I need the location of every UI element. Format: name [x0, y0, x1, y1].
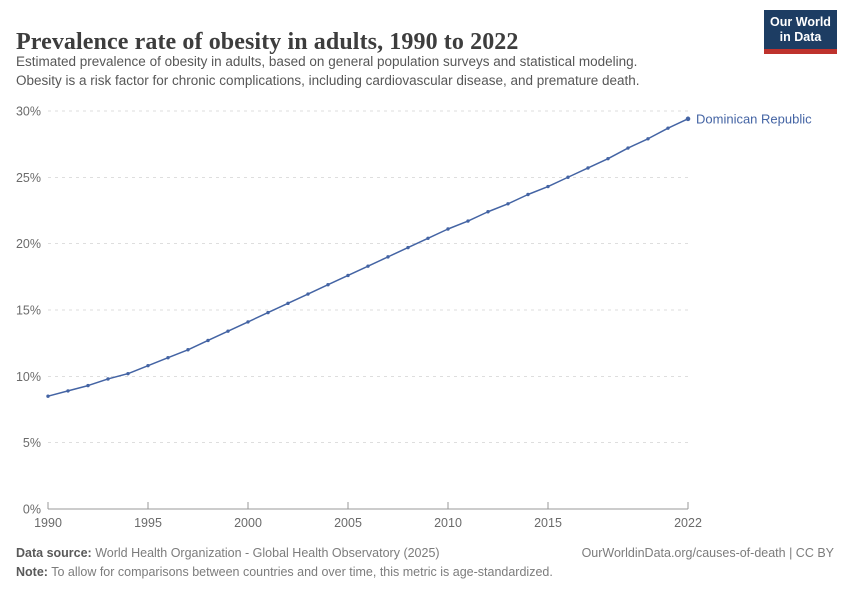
owid-logo-line1: Our World [770, 15, 831, 29]
data-point[interactable] [126, 371, 130, 376]
data-point[interactable] [366, 264, 370, 268]
data-point[interactable] [286, 301, 290, 306]
x-tick-label: 2000 [234, 516, 262, 530]
x-tick-label: 2005 [334, 516, 362, 530]
data-point[interactable] [486, 210, 490, 214]
data-point[interactable] [206, 338, 210, 343]
owid-credit-link[interactable]: OurWorldinData.org/causes-of-death | CC … [581, 546, 834, 560]
data-point[interactable] [266, 310, 270, 315]
data-source-label: Data source: [16, 546, 92, 560]
y-tick-label: 10% [16, 370, 41, 384]
data-point[interactable] [546, 184, 550, 189]
x-tick-label: 1995 [134, 516, 162, 530]
data-point[interactable] [626, 146, 630, 150]
chart-subtitle: Estimated prevalence of obesity in adult… [16, 52, 756, 90]
y-tick-label: 30% [16, 104, 41, 118]
data-point[interactable] [346, 273, 350, 278]
data-point[interactable] [646, 137, 650, 141]
y-tick-label: 0% [23, 503, 41, 517]
data-point[interactable] [146, 363, 150, 368]
data-point[interactable] [46, 394, 50, 398]
owid-logo-line2: in Data [779, 30, 822, 44]
page-title: Prevalence rate of obesity in adults, 19… [16, 29, 519, 56]
x-tick-label: 2015 [534, 516, 562, 530]
data-point[interactable] [186, 348, 190, 352]
data-point[interactable] [406, 245, 410, 250]
data-point[interactable] [386, 255, 390, 259]
data-point[interactable] [86, 383, 90, 388]
data-point[interactable] [226, 329, 230, 333]
data-point[interactable] [426, 236, 430, 240]
x-tick-label: 2022 [674, 516, 702, 530]
data-point[interactable] [586, 166, 590, 170]
entity-label[interactable]: Dominican Republic [696, 111, 812, 126]
data-point[interactable] [685, 116, 691, 122]
y-tick-label: 25% [16, 171, 41, 185]
data-source-line: Data source: World Health Organization -… [16, 546, 440, 560]
chart-footer: Data source: World Health Organization -… [16, 546, 834, 579]
y-tick-label: 15% [16, 303, 41, 317]
note-label: Note: [16, 565, 48, 579]
x-tick-label: 1990 [34, 516, 62, 530]
data-point[interactable] [106, 377, 110, 381]
data-point[interactable] [606, 156, 610, 161]
trend-line[interactable] [47, 118, 689, 397]
data-source-text: World Health Organization - Global Healt… [91, 546, 440, 560]
data-point[interactable] [566, 175, 570, 179]
y-tick-label: 20% [16, 237, 41, 251]
data-point[interactable] [446, 227, 450, 231]
x-tick-label: 2010 [434, 516, 462, 530]
note-text: To allow for comparisons between countri… [47, 565, 553, 579]
data-point[interactable] [326, 283, 330, 287]
data-point[interactable] [246, 320, 250, 324]
data-point[interactable] [66, 389, 70, 393]
subtitle-line-1: Estimated prevalence of obesity in adult… [16, 54, 638, 69]
note-line: Note: To allow for comparisons between c… [16, 565, 553, 579]
data-point[interactable] [666, 126, 670, 130]
data-point[interactable] [526, 192, 530, 197]
data-point[interactable] [306, 292, 310, 296]
data-point[interactable] [506, 202, 510, 206]
data-point[interactable] [466, 219, 470, 223]
owid-logo[interactable]: Our World in Data [764, 10, 837, 54]
data-point[interactable] [166, 356, 170, 360]
y-tick-label: 5% [23, 436, 41, 450]
subtitle-line-2: Obesity is a risk factor for chronic com… [16, 73, 640, 88]
